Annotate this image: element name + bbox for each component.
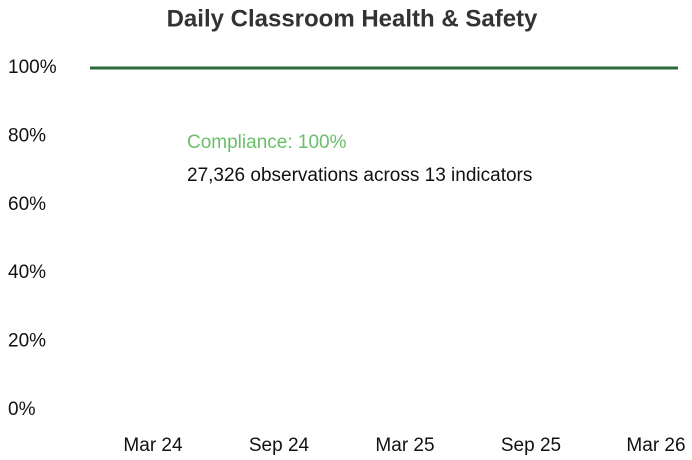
y-tick-label: 80% — [8, 125, 46, 146]
y-tick-label: 20% — [8, 331, 46, 352]
x-tick-label: Mar 26 — [626, 435, 685, 456]
x-tick-label: Sep 24 — [249, 435, 310, 456]
x-tick-label: Sep 25 — [501, 435, 561, 456]
annotation: Compliance: 100% — [187, 132, 347, 153]
annotation: 27,326 observations across 13 indicators — [187, 165, 532, 186]
y-tick-label: 40% — [8, 262, 46, 283]
x-tick-label: Mar 25 — [375, 435, 434, 456]
x-tick-label: Mar 24 — [123, 435, 183, 456]
chart-title: Daily Classroom Health & Safety — [167, 5, 538, 32]
y-tick-label: 100% — [8, 57, 57, 78]
y-tick-label: 0% — [8, 399, 36, 420]
y-tick-label: 60% — [8, 194, 46, 215]
